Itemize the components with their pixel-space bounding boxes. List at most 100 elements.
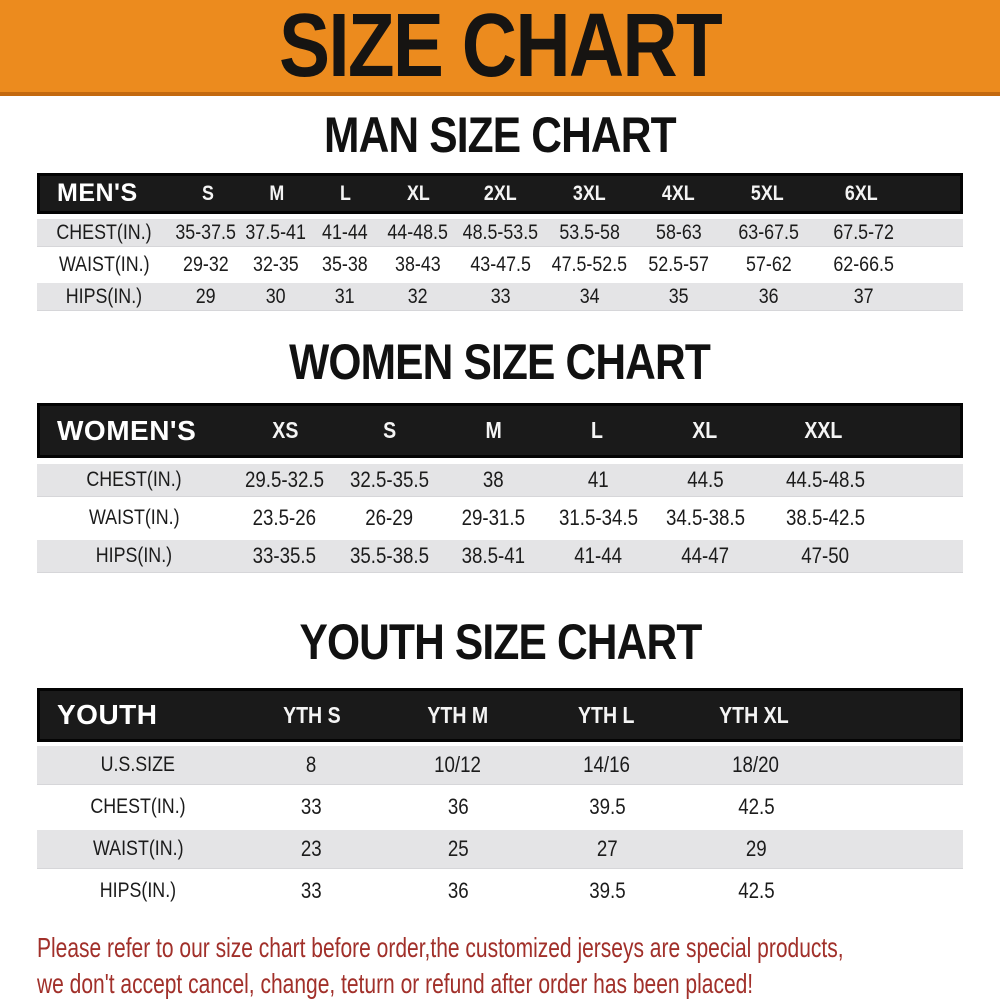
men-waist-in-m: 32-35 — [241, 253, 310, 277]
women-hips-in-m: 38.5-41 — [442, 543, 546, 569]
women-waist-in-l-text: 31.5-34.5 — [558, 505, 638, 530]
men-chest-in-6xl-text: 67.5-72 — [833, 220, 894, 244]
men-chest-in-3xl: 53.5-58 — [544, 221, 634, 245]
youth-chest-in-yth-m: 36 — [383, 794, 532, 820]
men-hips-in-6xl: 37 — [814, 285, 913, 309]
youth-col-yth-xl: YTH XL — [680, 702, 828, 729]
men-chest-in-2xl-text: 48.5-53.5 — [462, 220, 539, 244]
men-table-header: MEN'S S M L XL 2XL 3XL 4XL 5XL 6XL — [37, 173, 963, 214]
women-size-section: WOMEN SIZE CHART WOMEN'S XS S M L XL XXL CHEST(… — [0, 334, 1000, 572]
youth-row-label-chest-in: CHEST(IN.) — [37, 795, 239, 819]
men-row-label-hips-in: HIPS(IN.) — [37, 285, 171, 309]
women-chest-in-l-text: 41 — [587, 467, 609, 492]
youth-col-yth-s-text: YTH S — [283, 701, 342, 728]
men-col-m: M — [242, 182, 311, 206]
men-col-5xl: 5XL — [723, 182, 812, 206]
men-chest-in-5xl: 63-67.5 — [724, 221, 814, 245]
men-col-xl-text: XL — [407, 181, 430, 205]
men-waist-in-2xl-text: 43-47.5 — [470, 252, 531, 276]
men-col-3xl: 3XL — [544, 182, 633, 206]
women-hips-in-s: 35.5-38.5 — [337, 543, 442, 569]
women-chest-in-m-text: 38 — [483, 467, 504, 492]
men-waist-in-l-text: 35-38 — [322, 252, 368, 276]
men-hips-in-l: 31 — [310, 285, 379, 309]
youth-row-label-hips-in-text: HIPS(IN.) — [99, 879, 177, 902]
women-section-title-text: WOMEN SIZE CHART — [289, 334, 712, 390]
women-chest-in-xl-text: 44.5 — [687, 467, 724, 492]
men-hips-in-6xl-text: 37 — [853, 284, 874, 308]
men-chest-in-l-text: 41-44 — [322, 220, 368, 244]
youth-waist-in-yth-l: 27 — [532, 836, 681, 862]
men-col-2xl-text: 2XL — [484, 181, 517, 205]
women-chest-in-l: 41 — [545, 467, 651, 493]
notice-line-1: Please refer to our size chart before or… — [37, 932, 844, 963]
women-chest-in-xs: 29.5-32.5 — [231, 467, 337, 493]
women-row-hips-in: HIPS(IN.) 33-35.5 35.5-38.5 38.5-41 41-44 44-… — [37, 540, 963, 572]
notice-line-2: we don't accept cancel, change, teturn o… — [37, 968, 754, 999]
men-col-4xl: 4XL — [633, 182, 722, 206]
men-row-label-waist-in-text: WAIST(IN.) — [58, 252, 150, 276]
youth-u-s-size-yth-m-text: 10/12 — [434, 752, 482, 777]
women-chest-in-s-text: 32.5-35.5 — [349, 467, 429, 492]
youth-table-header: YOUTH YTH S YTH M YTH L YTH XL — [37, 688, 963, 742]
women-chest-in-xxl: 44.5-48.5 — [760, 467, 890, 493]
youth-col-yth-l: YTH L — [532, 702, 680, 729]
youth-hips-in-yth-l-text: 39.5 — [588, 878, 626, 903]
men-size-section: MAN SIZE CHART MEN'S S M L XL 2XL 3XL 4XL 5XL 6XL… — [0, 110, 1000, 310]
men-waist-in-2xl: 43-47.5 — [456, 253, 544, 277]
men-waist-in-3xl-text: 47.5-52.5 — [551, 252, 628, 276]
women-row-waist-in: WAIST(IN.) 23.5-26 26-29 29-31.5 31.5-34.5 34… — [37, 502, 963, 534]
men-waist-in-xl: 38-43 — [380, 253, 457, 277]
women-waist-in-xl-text: 34.5-38.5 — [666, 505, 746, 530]
youth-waist-in-yth-xl: 29 — [681, 836, 830, 862]
men-row-label-hips-in-text: HIPS(IN.) — [65, 284, 143, 308]
youth-col-yth-xl-text: YTH XL — [719, 701, 790, 728]
youth-row-hips-in: HIPS(IN.) 33 36 39.5 42.5 — [37, 872, 963, 910]
youth-waist-in-yth-s-text: 23 — [300, 836, 322, 861]
women-waist-in-m: 29-31.5 — [442, 505, 546, 531]
youth-row-u-s-size: U.S.SIZE 8 10/12 14/16 18/20 — [37, 746, 963, 784]
women-col-xs: XS — [233, 417, 338, 444]
youth-col-yth-m-text: YTH M — [427, 701, 489, 728]
youth-chest-in-yth-l-text: 39.5 — [588, 794, 626, 819]
banner-title: SIZE CHART — [279, 0, 723, 96]
men-hips-in-xl: 32 — [380, 285, 457, 309]
men-waist-in-s: 29-32 — [171, 253, 240, 277]
youth-row-label-waist-in: WAIST(IN.) — [37, 837, 239, 861]
banner: SIZE CHART — [0, 0, 1000, 96]
youth-header-label: YOUTH — [57, 699, 158, 730]
women-hips-in-xxl-text: 47-50 — [801, 543, 849, 568]
men-hips-in-l-text: 31 — [334, 284, 355, 308]
women-chest-in-s: 32.5-35.5 — [337, 467, 442, 493]
men-hips-in-3xl-text: 34 — [579, 284, 600, 308]
women-row-label-waist-in-text: WAIST(IN.) — [88, 506, 180, 529]
men-chest-in-4xl: 58-63 — [634, 221, 724, 245]
men-row-label-chest-in-text: CHEST(IN.) — [56, 220, 152, 244]
men-col-l-text: L — [340, 181, 352, 205]
men-chest-in-4xl-text: 58-63 — [656, 220, 702, 244]
men-chest-in-m: 37.5-41 — [241, 221, 310, 245]
women-hips-in-m-text: 38.5-41 — [461, 543, 526, 568]
women-chest-in-xl: 44.5 — [651, 467, 760, 493]
youth-chest-in-yth-s-text: 33 — [300, 794, 322, 819]
women-col-l-text: L — [591, 417, 604, 443]
men-row-label-chest-in: CHEST(IN.) — [37, 221, 171, 245]
men-chest-in-3xl-text: 53.5-58 — [559, 220, 620, 244]
youth-chest-in-yth-s: 33 — [239, 794, 383, 820]
women-col-xl-text: XL — [691, 417, 717, 443]
men-waist-in-3xl: 47.5-52.5 — [544, 253, 634, 277]
women-waist-in-xl: 34.5-38.5 — [651, 505, 760, 531]
men-waist-in-4xl-text: 52.5-57 — [648, 252, 710, 276]
youth-hips-in-yth-l: 39.5 — [532, 878, 681, 904]
men-col-l: L — [311, 182, 380, 206]
women-waist-in-m-text: 29-31.5 — [461, 505, 526, 530]
youth-size-section: YOUTH SIZE CHART YOUTH YTH S YTH M YTH L YTH… — [0, 617, 1000, 910]
women-waist-in-xs: 23.5-26 — [231, 505, 337, 531]
men-chest-in-5xl-text: 63-67.5 — [738, 220, 800, 244]
women-header-label: WOMEN'S — [57, 414, 197, 446]
men-hips-in-2xl: 33 — [456, 285, 544, 309]
men-row-waist-in: WAIST(IN.) 29-32 32-35 35-38 38-43 43-47.5 47.… — [37, 251, 963, 278]
men-col-3xl-text: 3XL — [572, 181, 606, 205]
women-hips-in-l: 41-44 — [545, 543, 651, 569]
